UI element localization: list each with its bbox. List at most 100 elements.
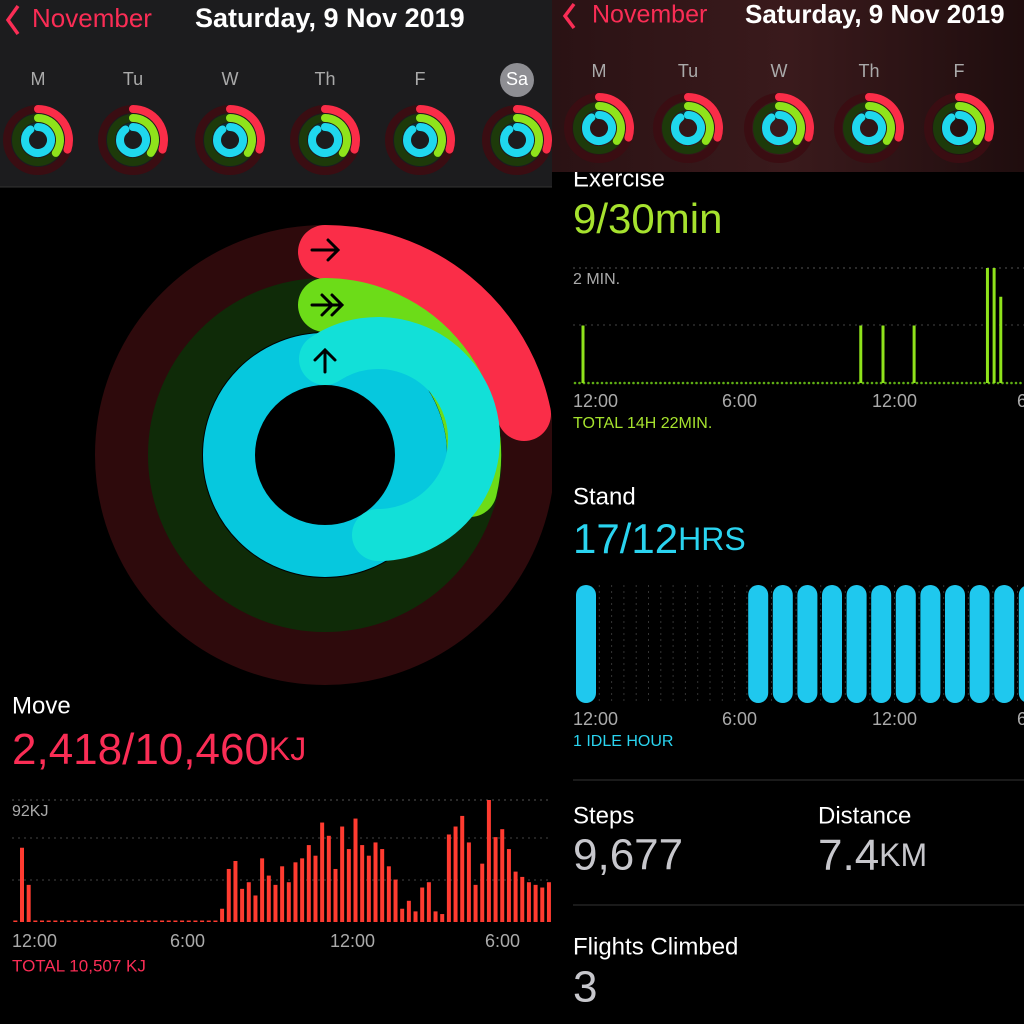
baseline-dot bbox=[888, 381, 892, 385]
bar bbox=[206, 920, 211, 922]
bar bbox=[871, 585, 892, 703]
baseline-dot bbox=[996, 381, 1000, 385]
baseline-dot bbox=[929, 381, 932, 385]
baseline-dot bbox=[677, 381, 680, 385]
mini-ring bbox=[513, 105, 552, 154]
baseline-dot bbox=[825, 381, 829, 385]
bar bbox=[166, 920, 171, 922]
bar bbox=[420, 887, 425, 922]
move-label: Move bbox=[12, 692, 71, 719]
back-button[interactable]: November bbox=[32, 3, 152, 33]
baseline-dot bbox=[776, 381, 779, 385]
right-panel: Exercise November Saturday, 9 Nov 2019 9… bbox=[552, 0, 1024, 1012]
baseline-dot bbox=[708, 381, 712, 385]
x-tick-label: 12:00 bbox=[330, 931, 375, 951]
back-button[interactable]: November bbox=[592, 1, 707, 29]
weekday: Tu bbox=[678, 61, 698, 81]
bar bbox=[80, 920, 85, 922]
bar bbox=[13, 920, 18, 922]
baseline-dot bbox=[717, 381, 721, 385]
move-total: TOTAL 10,507 KJ bbox=[12, 956, 146, 975]
bar bbox=[486, 800, 491, 922]
exercise-total: TOTAL 14H 22MIN. bbox=[573, 415, 712, 432]
activity-rings bbox=[95, 224, 552, 685]
baseline-dot bbox=[902, 381, 905, 385]
exercise-value: 9/30min bbox=[573, 195, 722, 242]
baseline-dot bbox=[875, 381, 878, 385]
mini-ring bbox=[582, 111, 616, 145]
bar bbox=[446, 834, 451, 922]
baseline-dot bbox=[915, 381, 919, 385]
stand-value: 17/12HRS bbox=[573, 515, 746, 562]
bar bbox=[576, 585, 596, 703]
baseline-dot bbox=[672, 381, 676, 385]
baseline-dot bbox=[812, 381, 815, 385]
bar bbox=[581, 325, 585, 383]
weekday: Th bbox=[314, 69, 335, 89]
mini-ring bbox=[684, 102, 714, 145]
baseline-dot bbox=[722, 381, 725, 385]
baseline-dot bbox=[983, 381, 986, 385]
back-chevron[interactable] bbox=[562, 2, 576, 30]
baseline-dot bbox=[668, 381, 671, 385]
baseline-dot bbox=[866, 381, 869, 385]
baseline-dot bbox=[767, 381, 770, 385]
bar bbox=[26, 884, 31, 922]
weekday: F bbox=[415, 69, 426, 89]
weekday: M bbox=[31, 69, 46, 89]
x-tick-label: 6:00 bbox=[170, 931, 205, 951]
bar bbox=[160, 920, 165, 922]
baseline-dot bbox=[969, 381, 973, 385]
mini-ring bbox=[213, 123, 247, 157]
baseline-dot bbox=[807, 381, 811, 385]
mini-ring bbox=[403, 123, 437, 157]
baseline-dot bbox=[884, 381, 887, 385]
baseline-dot bbox=[609, 381, 613, 385]
mini-ring bbox=[955, 93, 994, 142]
back-chevron[interactable] bbox=[5, 4, 20, 36]
x-tick-label: 12:00 bbox=[872, 709, 917, 729]
bar bbox=[220, 908, 225, 922]
bar bbox=[859, 325, 863, 383]
baseline-dot bbox=[659, 381, 662, 385]
left-panel: November Saturday, 9 Nov 2019 Move 2,418… bbox=[0, 0, 552, 975]
bar bbox=[373, 842, 378, 922]
baseline-dot bbox=[632, 381, 635, 385]
x-tick-label: 6:00 bbox=[722, 709, 757, 729]
baseline-dot bbox=[821, 381, 824, 385]
bar bbox=[73, 920, 78, 922]
baseline-dot bbox=[699, 381, 703, 385]
header-bg bbox=[0, 0, 552, 187]
weekday: F bbox=[954, 61, 965, 81]
flights-label: Flights Climbed bbox=[573, 933, 738, 960]
mini-ring bbox=[129, 105, 168, 154]
stand-total: 1 IDLE HOUR bbox=[573, 733, 673, 750]
baseline-dot bbox=[816, 381, 820, 385]
baseline-dot bbox=[798, 381, 802, 385]
bar bbox=[326, 835, 331, 922]
baseline-dot bbox=[1014, 381, 1018, 385]
mini-ring bbox=[595, 102, 625, 145]
x-tick-label: 12:00 bbox=[872, 391, 917, 411]
bar bbox=[480, 863, 485, 922]
baseline-dot bbox=[681, 381, 685, 385]
bar bbox=[546, 882, 551, 922]
baseline-dot bbox=[618, 381, 622, 385]
baseline-dot bbox=[758, 381, 761, 385]
mini-ring bbox=[671, 111, 705, 145]
bar bbox=[100, 920, 105, 922]
baseline-dot bbox=[830, 381, 833, 385]
baseline-dot bbox=[906, 381, 910, 385]
selected-day bbox=[500, 63, 534, 97]
bar bbox=[772, 585, 793, 703]
mini-ring bbox=[129, 114, 159, 157]
baseline-dot bbox=[641, 381, 644, 385]
baseline-dot bbox=[965, 381, 968, 385]
baseline-dot bbox=[893, 381, 896, 385]
x-tick-label: 6:00 bbox=[722, 391, 757, 411]
bar bbox=[453, 826, 458, 922]
bar bbox=[473, 884, 478, 922]
mini-ring bbox=[21, 123, 55, 157]
bar bbox=[253, 895, 258, 922]
bar bbox=[912, 325, 916, 383]
